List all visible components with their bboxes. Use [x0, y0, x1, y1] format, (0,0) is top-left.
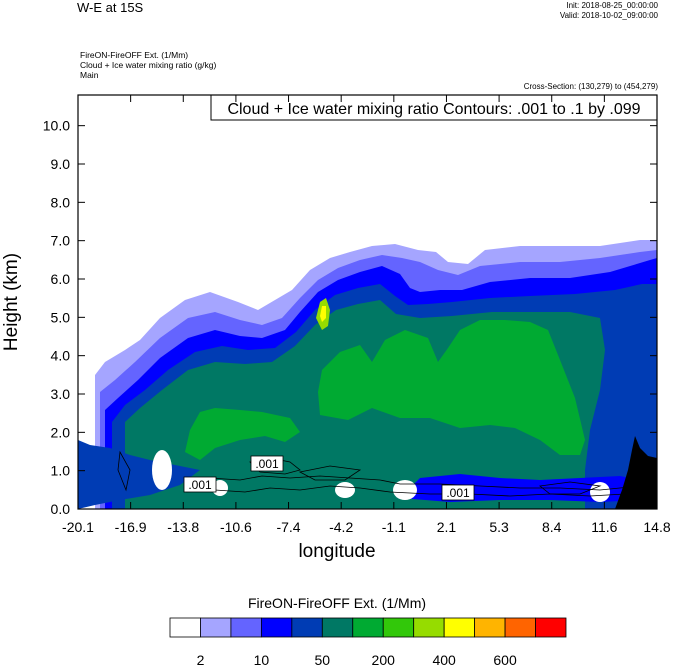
colorbar-swatch — [352, 617, 384, 638]
valid-time: Valid: 2018-10-02_09:00:00 — [559, 11, 658, 20]
mixing-ratio-contour — [184, 475, 641, 491]
colorbar-label: 10 — [254, 652, 270, 667]
y-tick-label: 9.0 — [51, 156, 71, 172]
x-tick-label: -13.8 — [167, 519, 199, 535]
colorbar-swatch — [382, 617, 415, 638]
colorbar-swatch — [321, 617, 354, 638]
field-title-extinction: FireON-FireOFF Ext. (1/Mm) — [80, 50, 189, 60]
x-tick-label: -7.4 — [276, 519, 300, 535]
y-tick-label: 6.0 — [51, 271, 71, 287]
y-tick-label: 0.0 — [51, 501, 71, 517]
colorbar: 2 10 50 200 400 600 — [169, 617, 567, 667]
x-tick-label: 11.6 — [591, 519, 617, 535]
contour-label: .001 — [188, 478, 212, 492]
colorbar-swatch — [200, 617, 232, 638]
y-axis-label: Height (km) — [1, 253, 22, 351]
contour-band-400b — [318, 320, 585, 455]
mixing-ratio-contour — [185, 485, 626, 497]
x-tick-label: -1.1 — [382, 519, 406, 535]
x-tick-label: 14.8 — [643, 519, 670, 535]
y-tick-label: 8.0 — [51, 194, 71, 210]
clear-air-patch — [152, 450, 172, 490]
contour-band-400a — [185, 408, 300, 460]
mixing-ratio-contour — [298, 465, 362, 481]
terrain — [615, 436, 657, 509]
x-tick-label: -16.9 — [115, 519, 147, 535]
y-tick-label: 5.0 — [51, 309, 71, 325]
mixing-ratio-contour — [539, 481, 602, 495]
y-tick-label: 4.0 — [51, 348, 71, 364]
x-tick-label: -4.2 — [329, 519, 353, 535]
mixing-ratio-contour — [117, 450, 131, 492]
contour-label-box — [250, 455, 284, 472]
clear-air-patch — [590, 482, 610, 502]
colorbar-label: 400 — [432, 652, 456, 667]
contour-fill-group — [78, 240, 657, 509]
colorbar-label: 2 — [197, 652, 205, 667]
field-title-mixing-ratio: Cloud + Ice water mixing ratio (g/kg) — [80, 60, 217, 70]
colorbar-swatch — [260, 617, 293, 638]
contour-label-box — [183, 476, 217, 493]
contour-label-group: .001 .001 .001 — [183, 455, 475, 501]
colorbar-label: 200 — [372, 652, 396, 667]
plot-frame — [77, 94, 658, 510]
x-axis: -20.1 -16.9 -13.8 -10.6 -7.4 -4.2 -1.1 2.1 5.3 8.… — [62, 95, 671, 535]
contour-band-max — [320, 306, 326, 322]
x-tick-label: -10.6 — [220, 519, 252, 535]
domain-label: Main — [80, 70, 99, 80]
colorbar-title: FireON-FireOFF Ext. (1/Mm) — [247, 595, 427, 611]
contour-band-low-mid — [180, 468, 380, 498]
y-tick-label: 10.0 — [43, 118, 70, 134]
colorbar-label: 50 — [315, 652, 331, 667]
contour-label: .001 — [446, 486, 470, 500]
colorbar-swatch — [535, 617, 567, 638]
colorbar-swatch — [413, 617, 445, 638]
mixing-ratio-contours — [117, 450, 641, 497]
colorbar-swatch — [291, 617, 323, 638]
colorbar-swatch — [169, 617, 201, 638]
x-tick-label: -20.1 — [62, 519, 94, 535]
init-time: Init: 2018-08-25_00:00:00 — [566, 1, 658, 10]
cross-section-label: Cross-Section: (130,279) to (454,279) — [523, 82, 658, 91]
x-axis-label: longitude — [298, 541, 376, 562]
main-title: W-E at 15S — [77, 0, 144, 15]
x-tick-label: 2.1 — [437, 519, 457, 535]
y-tick-label: 3.0 — [51, 386, 71, 402]
clear-air-patch — [335, 482, 355, 498]
colorbar-swatch — [443, 617, 476, 638]
colorbar-label: 600 — [493, 652, 517, 667]
contour-label-box — [441, 484, 475, 501]
contour-band-low-left — [78, 440, 200, 509]
y-tick-label: 7.0 — [51, 233, 71, 249]
x-tick-label: 8.4 — [542, 519, 562, 535]
colorbar-swatch — [474, 617, 506, 638]
contour-label: .001 — [255, 457, 279, 471]
chart-title: Cloud + Ice water mixing ratio Contours:… — [227, 101, 640, 118]
colorbar-swatch — [230, 617, 262, 638]
y-tick-label: 2.0 — [51, 424, 71, 440]
clear-air-patch — [393, 480, 417, 500]
y-axis: 0.0 1.0 2.0 3.0 4.0 5.0 6.0 7.0 8.0 9.0 10.0 — [43, 118, 657, 517]
x-tick-label: 5.3 — [489, 519, 509, 535]
y-tick-label: 1.0 — [51, 463, 71, 479]
colorbar-swatch — [504, 617, 536, 638]
